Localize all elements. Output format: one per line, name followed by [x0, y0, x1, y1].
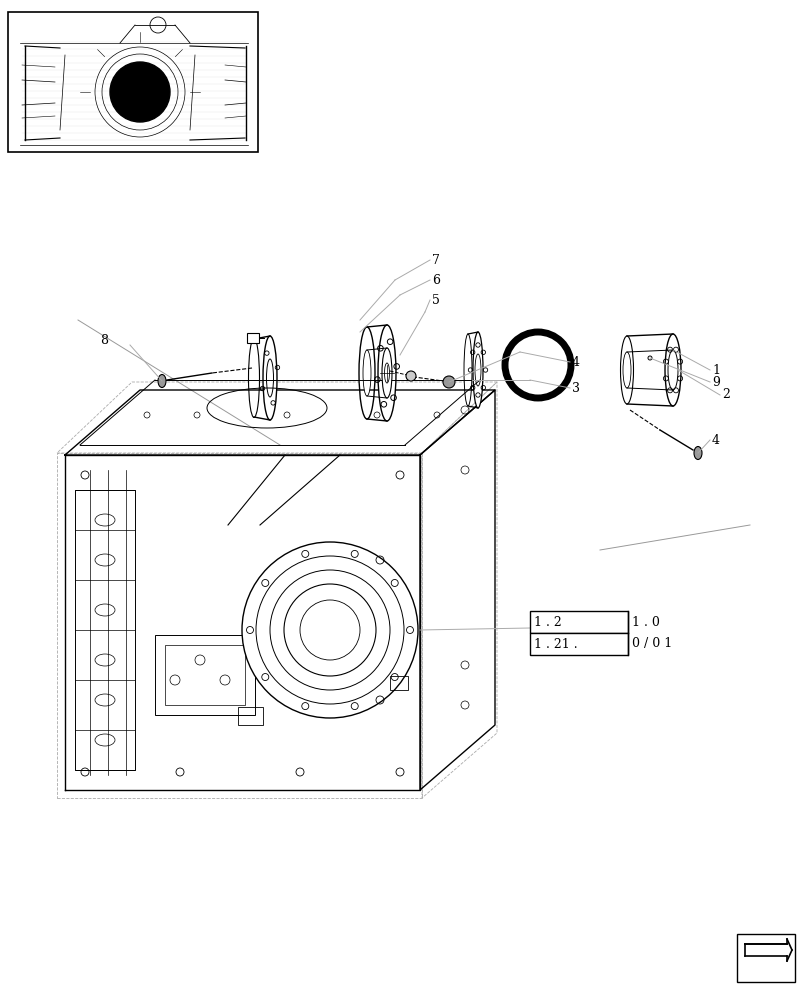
Bar	[247, 333, 259, 343]
Text: 4: 4	[711, 434, 719, 446]
Ellipse shape	[263, 336, 277, 420]
Text: 6: 6	[431, 273, 440, 286]
Circle shape	[443, 376, 454, 388]
Ellipse shape	[248, 338, 260, 418]
Text: 7: 7	[431, 253, 440, 266]
Ellipse shape	[664, 334, 680, 406]
Ellipse shape	[620, 336, 633, 404]
Bar	[75, 490, 135, 770]
Circle shape	[406, 371, 415, 381]
Bar	[389, 676, 407, 690]
Bar	[8, 12, 258, 152]
Text: 1 . 0: 1 . 0	[631, 615, 659, 628]
Ellipse shape	[463, 334, 471, 406]
Text: 1: 1	[711, 363, 719, 376]
Text: 0 / 0 1: 0 / 0 1	[631, 638, 672, 650]
Ellipse shape	[363, 350, 371, 396]
Text: 5: 5	[431, 294, 440, 306]
Text: 2: 2	[721, 388, 729, 401]
Text: 1 . 2: 1 . 2	[534, 615, 561, 628]
Ellipse shape	[158, 374, 165, 387]
Ellipse shape	[358, 327, 375, 419]
Bar	[736, 934, 794, 982]
Circle shape	[109, 62, 169, 122]
Text: 3: 3	[571, 381, 579, 394]
Bar	[238, 707, 263, 725]
Bar	[155, 635, 255, 715]
Text: 4: 4	[571, 356, 579, 368]
Bar	[165, 645, 245, 705]
Ellipse shape	[378, 325, 396, 421]
Ellipse shape	[381, 348, 392, 398]
Text: 1 . 21 .: 1 . 21 .	[534, 638, 577, 650]
Bar	[530, 611, 627, 633]
Circle shape	[242, 542, 418, 718]
Ellipse shape	[693, 446, 702, 460]
Text: 9: 9	[711, 375, 719, 388]
Text: 8: 8	[100, 334, 108, 347]
Ellipse shape	[473, 332, 483, 408]
Bar	[530, 633, 627, 655]
